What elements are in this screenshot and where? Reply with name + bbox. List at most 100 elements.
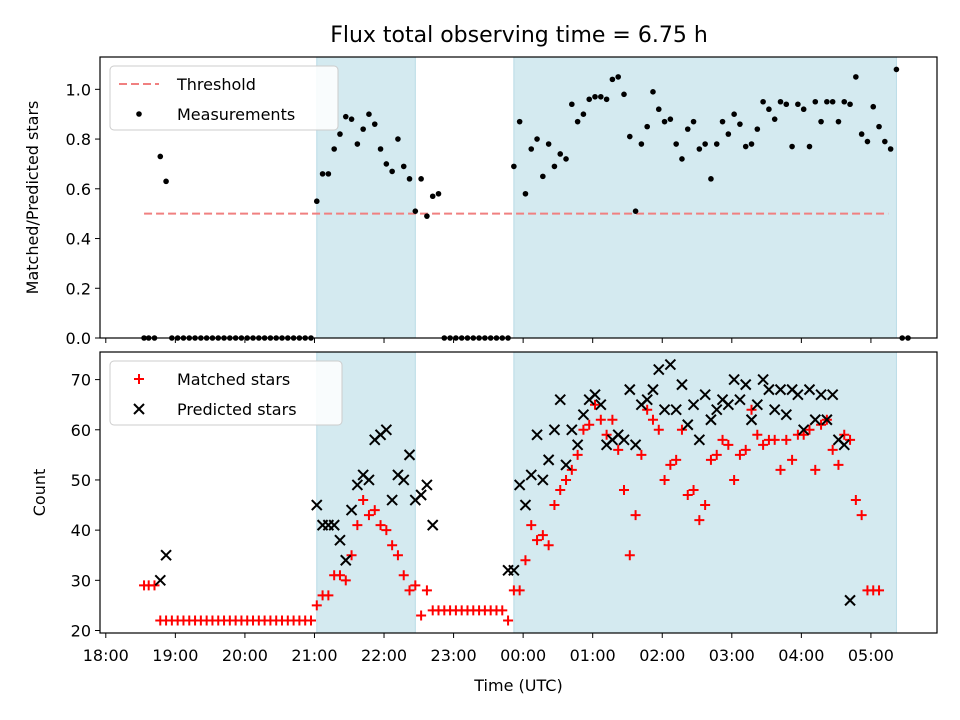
measurement-point — [615, 74, 621, 80]
predicted-star-point — [711, 403, 723, 416]
matched-star-point — [340, 575, 351, 586]
measurement-point — [435, 190, 442, 197]
predicted-star-point — [363, 474, 375, 486]
y-tick-label: 20 — [71, 621, 91, 640]
measurement-point — [858, 131, 865, 137]
matched-star-point — [845, 434, 856, 445]
matched-star-point — [561, 474, 572, 485]
predicted-star-point — [589, 388, 601, 401]
predicted-star-point — [682, 419, 694, 431]
measurement-point — [876, 123, 882, 130]
matched-star-point — [549, 500, 560, 511]
measurement-point — [829, 98, 836, 105]
matched-star-point — [532, 535, 543, 546]
matched-star-point — [398, 570, 409, 581]
matched-star-point — [775, 464, 786, 475]
predicted-star-point — [809, 414, 821, 426]
legend-predicted-swatch — [133, 403, 145, 415]
predicted-star-point — [398, 474, 410, 486]
measurement-point — [545, 141, 552, 147]
measurement-point — [377, 146, 384, 152]
chart-title: Flux total observing time = 6.75 h — [330, 23, 708, 48]
y-tick-label: 0.0 — [66, 329, 91, 348]
measurement-point — [795, 101, 801, 108]
matched-star-point — [537, 530, 548, 541]
measurement-point — [383, 161, 390, 167]
count-panel: 20 30 40 50 60 70 Count 18:00 19:00 20:00 21:00 22:… — [30, 351, 938, 695]
matched-star-point — [323, 590, 334, 601]
axes-frame — [99, 351, 938, 634]
legend-label: Matched stars — [177, 370, 290, 389]
predicted-star-point — [751, 398, 764, 411]
measurement-point — [638, 141, 645, 147]
measurement-point — [806, 143, 813, 150]
legend-label: Predicted stars — [177, 400, 297, 419]
matched-star-point — [810, 464, 821, 475]
measurement-point — [551, 163, 558, 170]
predicted-star-point — [670, 403, 682, 416]
predicted-star-point — [844, 594, 856, 607]
matched-star-point — [850, 495, 861, 506]
measurement-point — [864, 138, 871, 145]
measurement-point — [360, 126, 366, 132]
measurement-point — [777, 98, 784, 105]
predicted-star-point — [763, 383, 775, 396]
matched-star-point — [671, 454, 682, 465]
predicted-star-point — [513, 479, 526, 491]
measurement-point — [754, 126, 761, 132]
predicted-star-point — [415, 489, 427, 501]
measurement-point — [818, 118, 824, 125]
predicted-star-point — [548, 424, 561, 436]
predicted-star-point — [624, 383, 636, 396]
matched-star-point — [358, 495, 369, 506]
x-tick-label: 02:00 — [639, 646, 685, 665]
measurement-point — [621, 91, 627, 98]
measurement-point — [574, 118, 581, 125]
measurement-point — [737, 121, 743, 127]
matched-star-point — [607, 414, 618, 425]
matched-star-point — [497, 605, 508, 616]
matched-star-point — [769, 434, 780, 445]
predicted-star-point — [792, 388, 804, 401]
matched-star-point — [642, 404, 653, 415]
matched-star-point — [665, 459, 676, 470]
matched-star-point — [723, 439, 734, 450]
matched-star-point — [729, 474, 740, 485]
predicted-star-point — [403, 449, 416, 461]
matched-star-point — [874, 585, 885, 596]
matched-star-point — [572, 449, 583, 460]
predicted-star-point — [693, 434, 706, 446]
matched-star-point — [578, 424, 589, 435]
measurement-point — [853, 74, 859, 80]
measurement-point — [412, 208, 419, 214]
matched-star-point — [590, 399, 601, 410]
predicted-star-point — [595, 398, 607, 411]
measurement-point — [667, 116, 674, 122]
legend-label: Threshold — [176, 75, 256, 94]
measurement-point — [557, 151, 564, 157]
predicted-star-point — [797, 424, 810, 436]
predicted-star-point — [154, 574, 166, 587]
measurement-point — [800, 106, 807, 113]
measurement-point — [313, 198, 320, 205]
legend: Matched stars Predicted stars — [109, 360, 343, 426]
x-tick-label: 22:00 — [361, 646, 407, 665]
measurement-point — [366, 111, 372, 117]
predicted-star-point — [577, 409, 590, 421]
x-tick-label: 04:00 — [778, 646, 824, 665]
matched-star-point — [659, 474, 670, 485]
matched-star-point — [746, 404, 757, 415]
measurement-point — [789, 143, 795, 150]
matched-star-point — [740, 444, 751, 455]
matched-star-point — [363, 510, 374, 521]
measurement-point — [580, 111, 587, 117]
measurement-point — [632, 208, 639, 214]
measurement-point — [713, 141, 720, 147]
x-axis-label: Time (UTC) — [473, 676, 562, 695]
measurement-point — [592, 93, 598, 100]
matched-star-point — [787, 454, 798, 465]
matched-star-point — [584, 419, 595, 430]
measurement-point — [319, 171, 326, 177]
ratio-panel: 0.0 0.2 0.4 0.6 0.8 1.0 Matched/Predicted star… — [23, 56, 938, 348]
matched-star-point — [711, 449, 722, 460]
